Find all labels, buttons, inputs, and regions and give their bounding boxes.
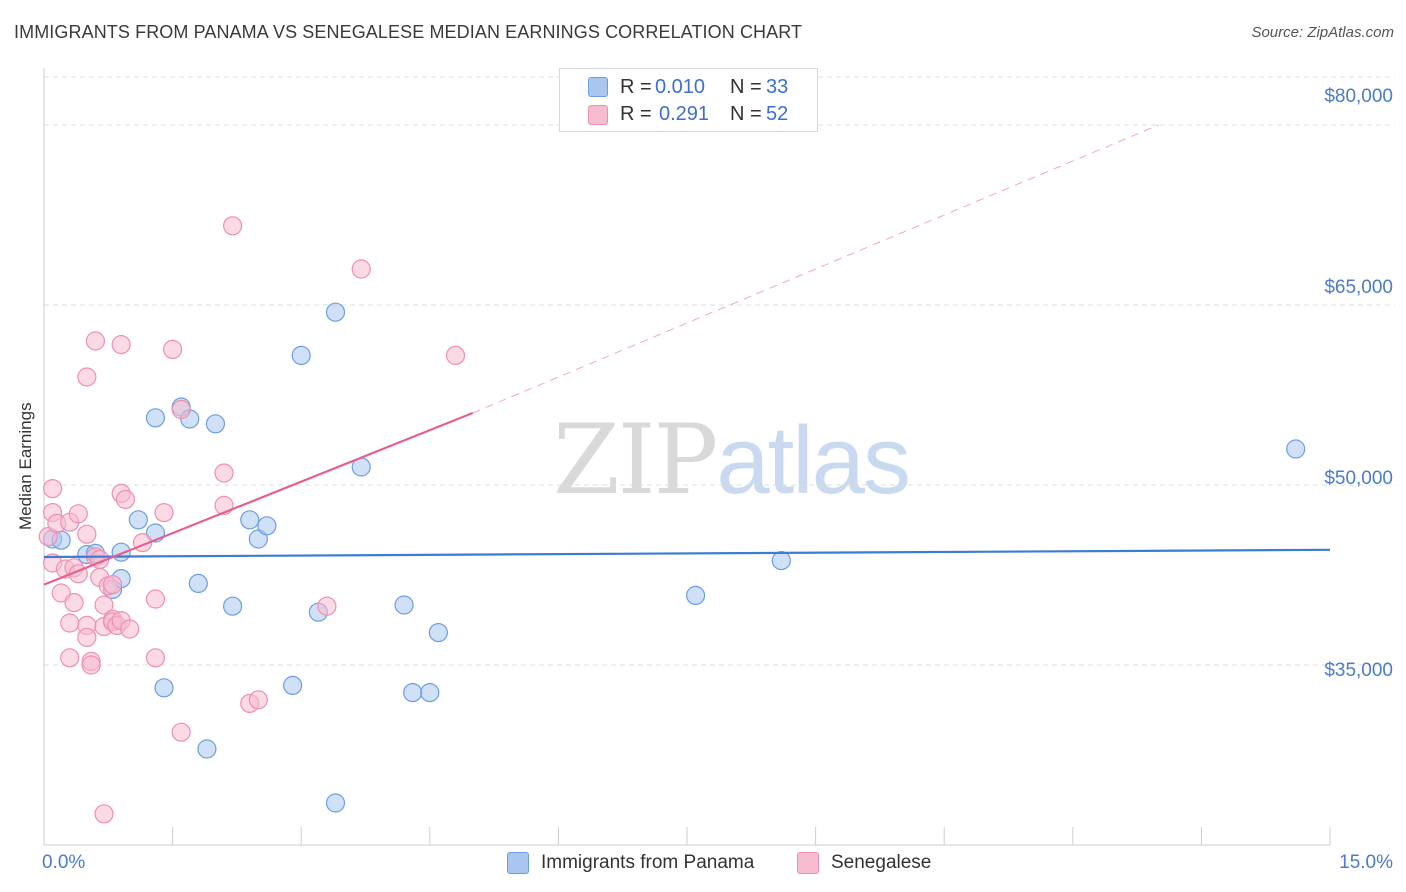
legend-item-panama: Immigrants from Panama (507, 852, 754, 874)
senegalese-point (94, 804, 114, 824)
senegalese-point (64, 592, 84, 613)
x-tick-label: 0.0% (42, 852, 86, 873)
senegalese-trend-line (43, 411, 474, 586)
y-tick-label: $35,000 (1324, 660, 1393, 681)
senegalese-n-label: N = (730, 103, 762, 125)
panama-r-label: R = (620, 76, 652, 98)
senegalese-r-value: 0.291 (659, 103, 710, 125)
panama-point (394, 595, 414, 615)
panama-point (145, 408, 166, 428)
panama-point (283, 675, 303, 696)
senegalese-point (77, 524, 97, 544)
senegalese-point (60, 648, 80, 668)
senegalese-point (81, 655, 101, 675)
senegalese-point (171, 722, 191, 742)
y-tick-label: $50,000 (1324, 468, 1393, 489)
senegalese-swatch (588, 105, 608, 125)
panama-point (325, 793, 346, 813)
panama-point (257, 516, 277, 536)
panama-point (325, 302, 346, 322)
panama-point (197, 739, 217, 759)
senegalese-point (77, 367, 97, 387)
senegalese-point (68, 504, 88, 524)
x-tick-label: 15.0% (1339, 852, 1393, 873)
y-tick-label: $65,000 (1324, 277, 1393, 298)
senegalese-legend-label: Senegalese (831, 852, 932, 873)
zipatlas-watermark: ZIPatlas (553, 404, 911, 516)
y-tick-label: $80,000 (1324, 86, 1393, 107)
panama-point (205, 414, 226, 434)
senegalese-point (111, 335, 131, 355)
panama-point (685, 585, 706, 606)
senegalese-point (171, 399, 191, 419)
panama-n-label: N = (730, 76, 762, 98)
legend-item-senegalese: Senegalese (797, 852, 931, 874)
senegalese-point (214, 463, 234, 483)
senegalese-point (351, 259, 371, 279)
panama-point (223, 596, 243, 616)
panama-point (128, 510, 148, 530)
senegalese-point (120, 619, 140, 639)
panama-point (291, 345, 311, 365)
senegalese-r-label: R = (620, 103, 652, 125)
panama-point (1286, 439, 1306, 459)
senegalese-point (317, 596, 337, 616)
senegalese-point (115, 489, 136, 509)
senegalese-point (223, 216, 243, 236)
senegalese-point (102, 574, 123, 595)
panama-n-value: 33 (766, 76, 789, 98)
panama-r-value: 0.010 (655, 76, 706, 98)
senegalese-point (154, 502, 174, 523)
senegalese-point (145, 648, 166, 668)
panama-legend-swatch (507, 852, 529, 874)
panama-trend-line (43, 548, 1331, 559)
senegalese-point (77, 627, 97, 648)
chart-title: IMMIGRANTS FROM PANAMA VS SENEGALESE MED… (14, 22, 803, 42)
panama-swatch (588, 77, 608, 97)
panama-point (188, 573, 208, 594)
senegalese-point (60, 613, 80, 633)
panama-point (428, 622, 448, 643)
senegalese-point (94, 595, 114, 615)
senegalese-point (145, 589, 166, 609)
senegalese-point (445, 345, 466, 365)
senegalese-point (248, 690, 268, 710)
senegalese-n-value: 52 (766, 103, 789, 125)
panama-point (420, 682, 440, 703)
senegalese-point (42, 479, 63, 499)
senegalese-trend-line (472, 124, 1159, 414)
senegalese-legend-swatch (797, 852, 819, 874)
stats-legend: R = 0.010 N = 33 R = 0.291 N = 52 (559, 68, 818, 132)
senegalese-point (51, 583, 71, 603)
panama-legend-label: Immigrants from Panama (541, 852, 755, 873)
panama-point (240, 510, 260, 530)
panama-point (154, 678, 174, 698)
source-label: Source: ZipAtlas.com (1251, 24, 1394, 41)
panama-point (403, 682, 423, 703)
senegalese-point (85, 331, 106, 351)
senegalese-point (163, 339, 183, 359)
panama-point (771, 550, 791, 571)
